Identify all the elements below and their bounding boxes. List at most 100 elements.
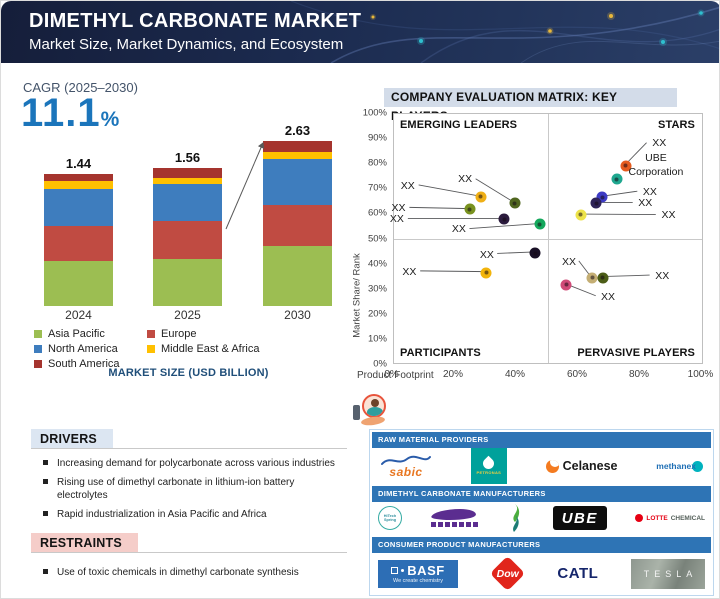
scatter-point-label: UBE Corporation: [628, 152, 684, 178]
purple-swoosh-icon: [430, 509, 478, 521]
sabic-logo: sabic: [380, 455, 432, 478]
legend-swatch: [34, 330, 42, 338]
basf-dot-icon: [401, 569, 405, 573]
y-tick-label: 50%: [367, 233, 387, 244]
legend-label: North America: [48, 343, 118, 355]
sabic-wordmark: sabic: [389, 464, 423, 479]
legend-item-europe: Europe: [147, 328, 324, 340]
bar-segment-middle-east-africa: [263, 152, 332, 160]
lotte-circle-icon: [635, 514, 644, 523]
scatter-point: [464, 203, 476, 215]
methanex-logo: methanex: [656, 460, 703, 472]
y-tick-label: 60%: [367, 207, 387, 219]
dow-wordmark: Dow: [496, 567, 519, 580]
matrix-y-axis-title: Market Share/ Rank: [351, 253, 363, 338]
page-title: DIMETHYL CARBONATE MARKET: [29, 10, 362, 32]
matrix-y-axis-ticks: 0% 10% 20% 30% 40% 50% 60% 70% 80% 90% 100%: [349, 107, 389, 370]
catl-wordmark: CATL: [557, 565, 599, 583]
basf-square-icon: [391, 567, 399, 575]
title-banner: DIMETHYL CARBONATE MARKET Market Size, M…: [1, 1, 719, 63]
driver-item: Rapid industrialization in Asia Pacific …: [43, 508, 346, 522]
bar-segment-europe: [153, 221, 222, 260]
y-tick-label: 20%: [367, 308, 387, 320]
bar-stack: [44, 174, 113, 306]
petronas-drop-icon: [481, 455, 497, 471]
cagr-percent-sign: %: [100, 108, 121, 131]
tesla-logo: TESLA: [631, 558, 705, 589]
consumer-product-manufacturers-logos: BASF We create chemistry Dow CATL TESLA: [370, 553, 713, 596]
bar-2030: 2.63 2030: [263, 123, 332, 322]
ecosystem-person-in-hand-icon: [353, 394, 393, 430]
basf-wordmark-row: BASF: [391, 563, 444, 578]
scatter-point-label: XX: [655, 270, 670, 283]
divider: [31, 448, 347, 449]
celanese-logo: Celanese: [545, 459, 618, 473]
hitech-spring-wordmark: HiTech Spring: [383, 513, 397, 523]
bar-segment-middle-east-africa: [153, 177, 222, 184]
driver-item: Rising use of dimethyl carbonate in lith…: [43, 476, 346, 503]
bar-stack: [153, 168, 222, 306]
cagr-label: CAGR (2025–2030): [23, 80, 138, 95]
quadrant-label-emerging-leaders: EMERGING LEADERS: [400, 119, 518, 131]
scatter-point: [534, 218, 546, 230]
dmc-manufacturers-logos: HiTech Spring UBE LOTTE CHEMICAL: [370, 502, 713, 535]
x-tick-label: 40%: [504, 369, 526, 380]
driver-text: Rapid industrialization in Asia Pacific …: [57, 508, 267, 520]
scatter-point: [596, 191, 608, 203]
y-tick-label: 100%: [362, 107, 387, 119]
bar-year-label: 2030: [284, 308, 311, 322]
bar-segment-south-america: [153, 168, 222, 178]
y-tick-label: 10%: [367, 333, 387, 345]
bar-chart-legend: Asia Pacific Europe North America Middle…: [34, 328, 324, 370]
legend-item-asia-pacific: Asia Pacific: [34, 328, 147, 340]
quadrant-label-stars: STARS: [658, 119, 695, 131]
ube-wordmark: UBE: [561, 509, 598, 527]
y-tick-label: 70%: [367, 182, 387, 194]
x-tick-label: 80%: [628, 369, 650, 380]
bar-total-label: 1.44: [65, 156, 92, 172]
x-tick-label: 0%: [384, 369, 399, 380]
cagr-number: 11.1: [21, 91, 101, 135]
cagr-value: 11.1%: [21, 91, 120, 136]
basf-logo: BASF We create chemistry: [378, 559, 458, 588]
bar-segment-south-america: [44, 174, 113, 182]
bar-segment-north-america: [153, 183, 222, 222]
scatter-point: [529, 247, 541, 259]
legend-label: Europe: [161, 328, 197, 340]
tesla-wordmark: TESLA: [643, 568, 698, 579]
matrix-header: COMPANY EVALUATION MATRIX: KEY PLAYERS: [384, 88, 677, 123]
scatter-point: [509, 197, 521, 209]
bar-segment-europe: [263, 205, 332, 246]
leader-lines: [407, 142, 656, 297]
bar-year-label: 2024: [65, 308, 92, 322]
dow-logo: Dow: [489, 555, 525, 591]
leaf-icon: [513, 504, 520, 533]
scatter-point-label: XX: [601, 291, 616, 304]
hitech-spring-logo: HiTech Spring: [378, 506, 402, 531]
scatter-point-label: XX: [391, 202, 406, 215]
bar-segment-north-america: [263, 159, 332, 206]
person-body: [367, 407, 383, 416]
scatter-point: [498, 213, 510, 225]
x-tick-label: 20%: [442, 369, 464, 380]
scatter-point-label: XX: [402, 266, 417, 279]
driver-item: Increasing demand for polycarbonate acro…: [43, 457, 346, 471]
scatter-point-label: XX: [451, 223, 466, 236]
quadrant-divider-horizontal: [394, 238, 702, 240]
scatter-point-label: XX: [661, 209, 676, 222]
matrix-x-axis-title: Product Footprint: [357, 370, 434, 381]
scatter-point: [590, 197, 602, 209]
scatter-point-label: XX: [479, 248, 494, 261]
scatter-point: [575, 209, 587, 221]
bar-segment-north-america: [44, 188, 113, 227]
scatter-point: [586, 272, 598, 284]
bullet-icon: [43, 510, 48, 516]
scatter-point-label: XX: [652, 136, 667, 149]
x-tick-label: 100%: [687, 369, 714, 380]
legend-item-south-america: South America: [34, 358, 147, 370]
bar-chart-title: MARKET SIZE (USD BILLION): [108, 367, 269, 379]
quadrant-label-pervasive-players: PERVASIVE PLAYERS: [577, 347, 695, 359]
quadrant-label-participants: PARTICIPANTS: [400, 347, 481, 359]
scatter-point: [475, 191, 487, 203]
petronas-wordmark: PETRONAS: [476, 469, 502, 475]
